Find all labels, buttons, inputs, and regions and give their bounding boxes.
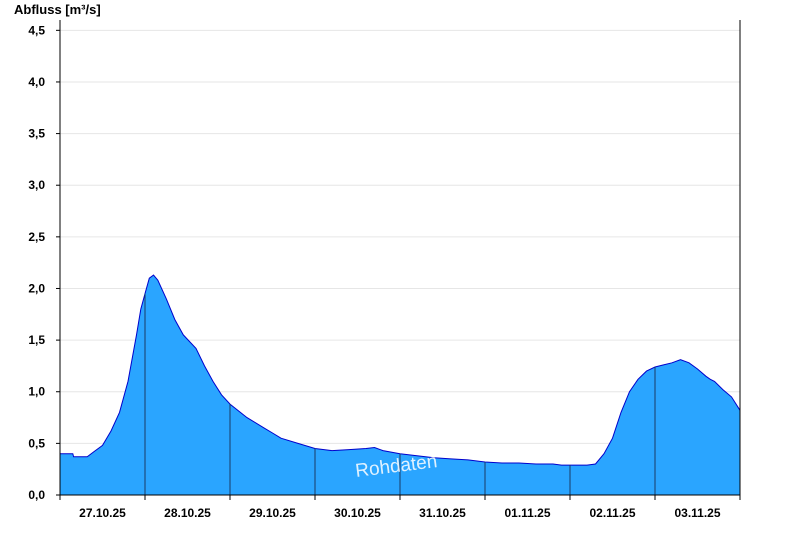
y-tick-label: 2,0 [28, 281, 45, 295]
x-tick-label: 03.11.25 [674, 506, 720, 520]
y-tick-label: 4,0 [28, 75, 45, 89]
y-tick-label: 3,0 [28, 178, 45, 192]
y-tick-label: 1,0 [28, 385, 45, 399]
x-tick-labels: 27.10.25 28.10.25 29.10.25 30.10.25 31.10.25… [79, 506, 721, 520]
x-tick-label: 01.11.25 [504, 506, 550, 520]
x-tick-label: 29.10.25 [249, 506, 296, 520]
y-tick-labels: 0,0 0,5 1,0 1,5 2,0 2,5 3,0 3,5 4,0 4,5 [28, 23, 45, 502]
y-tick-label: 2,5 [28, 230, 45, 244]
x-tick-label: 28.10.25 [164, 506, 211, 520]
y-tick-label: 1,5 [28, 333, 45, 347]
x-tick-label: 27.10.25 [79, 506, 126, 520]
x-tick-label: 02.11.25 [589, 506, 635, 520]
x-tick-label: 31.10.25 [419, 506, 466, 520]
day-dividers [144, 293, 656, 495]
x-tick-label: 30.10.25 [334, 506, 381, 520]
y-tick-label: 0,0 [28, 488, 45, 502]
y-axis-title: Abfluss [m³/s] [14, 2, 101, 17]
y-tick-label: 3,5 [28, 127, 45, 141]
y-tick-label: 4,5 [28, 23, 45, 37]
y-tick-label: 0,5 [28, 436, 45, 450]
axes [56, 20, 741, 500]
